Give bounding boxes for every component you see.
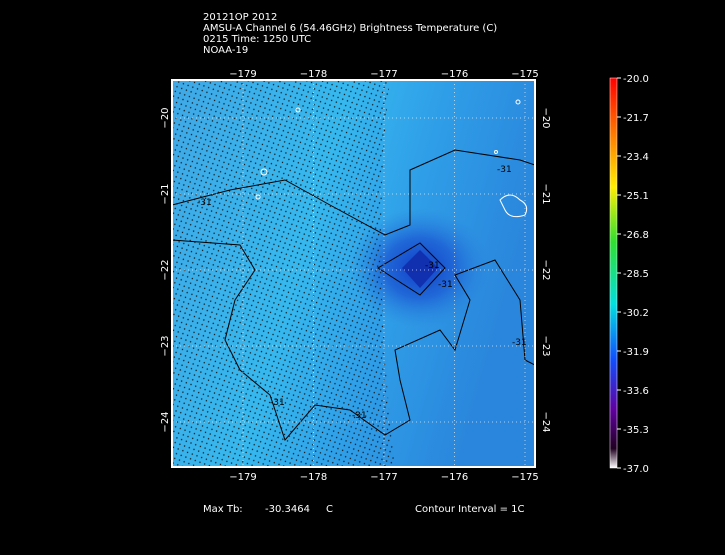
header-line: 0215 Time: 1250 UTC bbox=[203, 34, 311, 45]
longitude-label-top: −179 bbox=[229, 69, 256, 80]
colorbar-label: -20.0 bbox=[623, 74, 649, 85]
max-label: Max Tb: bbox=[203, 504, 243, 515]
header-line: 20121OP 2012 bbox=[203, 12, 277, 23]
colorbar-labels: -20.0 -21.7 -23.4 -25.1 -26.8 -28.5 -30.2 -31.9… bbox=[617, 74, 649, 475]
latitude-label-right: −22 bbox=[540, 259, 551, 280]
latitude-label-left: −21 bbox=[160, 183, 171, 204]
colorbar-label: -28.5 bbox=[623, 269, 649, 280]
contour-label: -31 bbox=[270, 398, 285, 408]
latitude-label-left: −22 bbox=[160, 259, 171, 280]
cold-core-center bbox=[402, 250, 438, 288]
colorbar-label: -35.3 bbox=[623, 425, 649, 436]
map-ticks: −179 −179 −178 −178 −177 −177 −176 −176 −175 −175… bbox=[160, 69, 551, 483]
longitude-label-bottom: −176 bbox=[441, 472, 468, 483]
longitude-label-top: −176 bbox=[441, 69, 468, 80]
header-line: AMSU-A Channel 6 (54.46GHz) Brightness T… bbox=[203, 23, 497, 34]
colorbar-label: -33.6 bbox=[623, 386, 649, 397]
latitude-label-left: −24 bbox=[160, 411, 171, 432]
latitude-label-right: −21 bbox=[540, 183, 551, 204]
contour-label: -31 bbox=[425, 261, 440, 271]
max-value: -30.3464 bbox=[265, 504, 310, 515]
colorbar-label: -25.1 bbox=[623, 191, 649, 202]
longitude-label-top: −177 bbox=[370, 69, 397, 80]
longitude-label-top: −178 bbox=[300, 69, 327, 80]
colorbar-label: -37.0 bbox=[623, 464, 649, 475]
map-frame bbox=[171, 79, 536, 468]
longitude-label-bottom: −179 bbox=[229, 472, 256, 483]
longitude-label-bottom: −175 bbox=[511, 472, 538, 483]
longitude-label-bottom: −177 bbox=[370, 472, 397, 483]
scan-dots bbox=[172, 80, 395, 467]
latitude-label-left: −20 bbox=[160, 107, 171, 128]
graticule bbox=[172, 80, 535, 467]
longitude-label-top: −175 bbox=[511, 69, 538, 80]
contour-label: -31 bbox=[197, 198, 212, 208]
contour-label: -31 bbox=[438, 280, 453, 290]
colorbar-label: -31.9 bbox=[623, 347, 649, 358]
colorbar-label: -26.8 bbox=[623, 230, 649, 241]
header-line: NOAA-19 bbox=[203, 45, 248, 56]
latitude-label-right: −24 bbox=[540, 411, 551, 432]
colorbar-label: -30.2 bbox=[623, 308, 649, 319]
latitude-label-right: −23 bbox=[540, 335, 551, 356]
contours bbox=[172, 149, 535, 441]
contour-label: -31 bbox=[497, 165, 512, 175]
longitude-label-bottom: −178 bbox=[300, 472, 327, 483]
colorbar bbox=[609, 77, 618, 469]
coastlines bbox=[255, 99, 528, 218]
colorbar-label: -21.7 bbox=[623, 113, 649, 124]
latitude-label-right: −20 bbox=[540, 107, 551, 128]
latitude-label-left: −23 bbox=[160, 335, 171, 356]
contour-interval: Contour Interval = 1C bbox=[415, 504, 525, 515]
contour-label: -31 bbox=[352, 411, 367, 421]
contour-label: -31 bbox=[512, 338, 527, 348]
contour-labels: -31 -31 -31 -31 -31 -31 -31 bbox=[197, 165, 527, 421]
max-unit: C bbox=[326, 504, 333, 515]
colorbar-label: -23.4 bbox=[623, 152, 649, 163]
map-field bbox=[172, 80, 535, 467]
